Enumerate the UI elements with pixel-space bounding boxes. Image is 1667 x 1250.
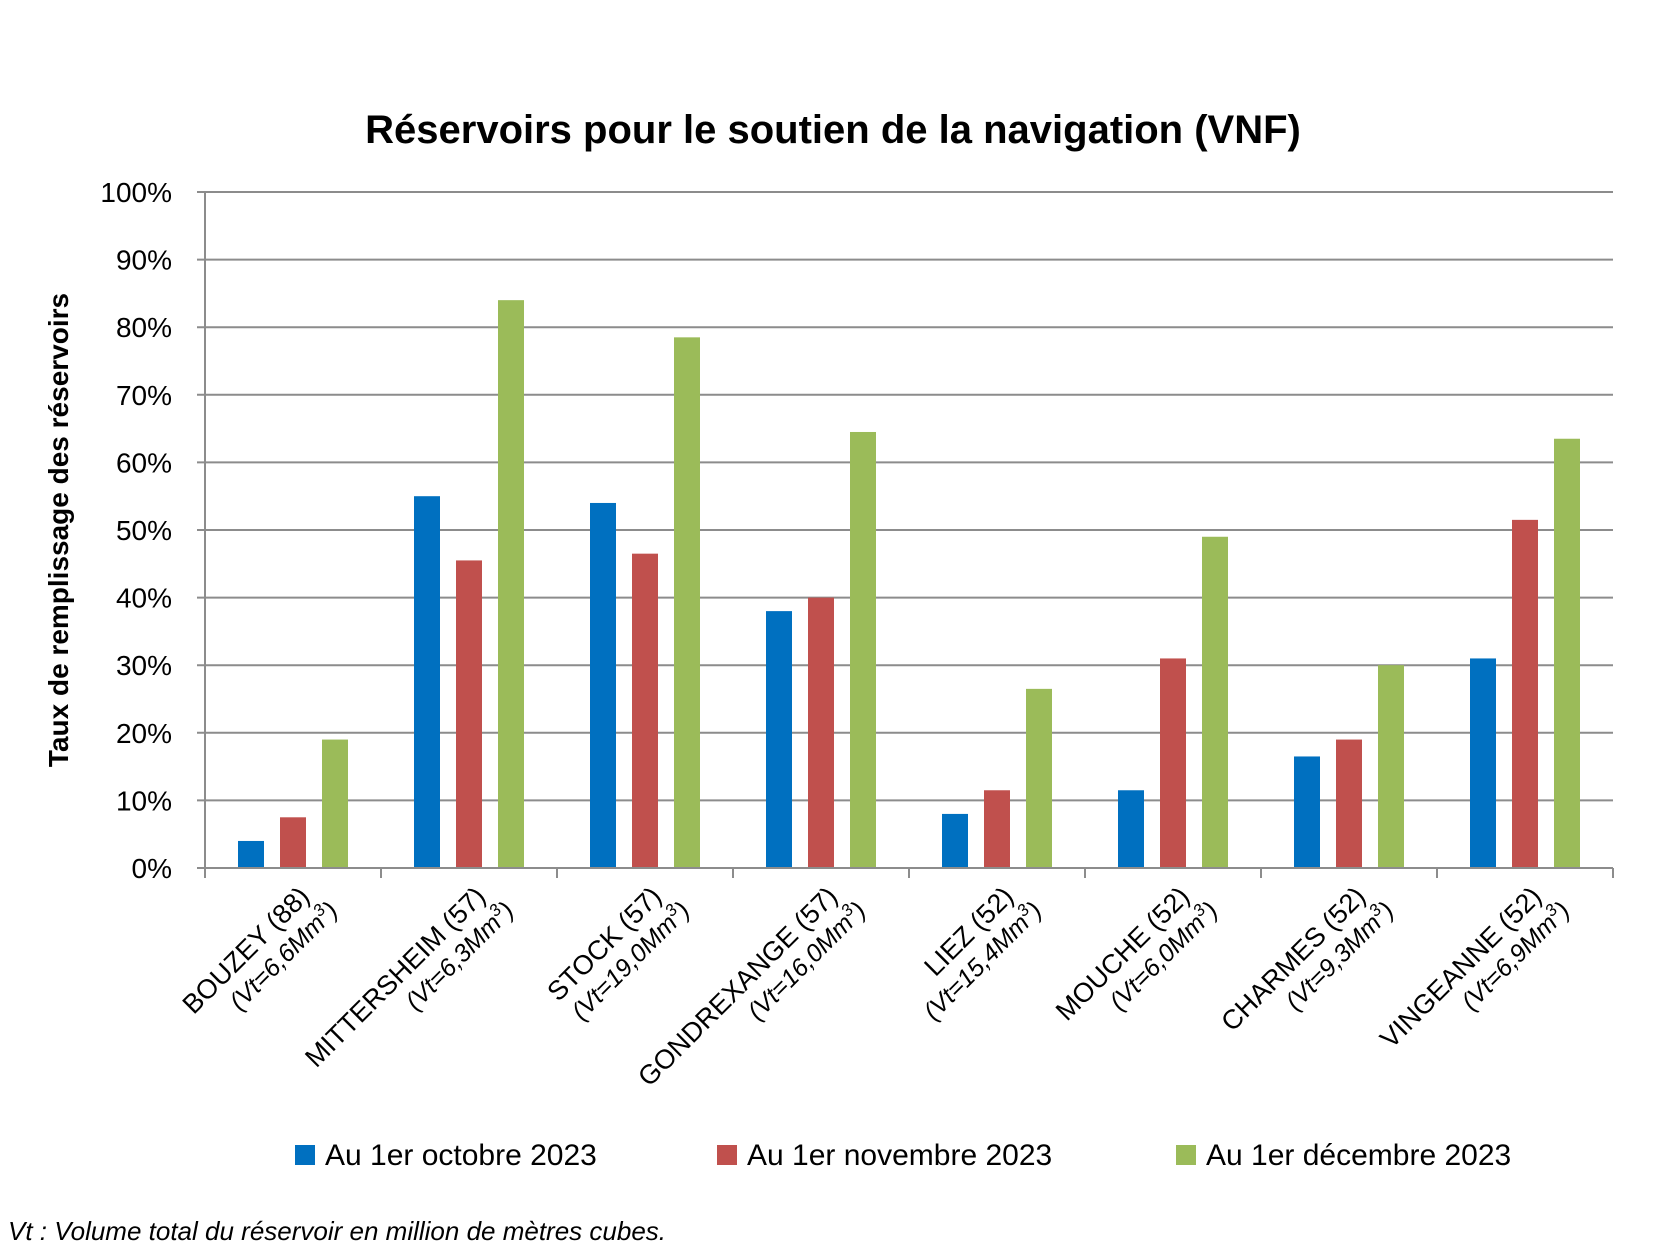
x-tick-label: MOUCHE (52)(Vt=6,0Mm3) [1050,881,1224,1026]
footnote: Vt : Volume total du réservoir en millio… [8,1216,666,1246]
chart-title: Réservoirs pour le soutien de la navigat… [365,108,1301,152]
bar [280,817,306,868]
legend-swatch [295,1145,315,1165]
y-axis-label: Taux de remplissage des réservoirs [43,293,74,767]
bar [590,502,616,868]
x-tick-label: BOUZEY (88)(Vt=6,6Mm3) [177,881,344,1020]
x-tick-label: VINGEANNE (52)(Vt=6,9Mm3) [1374,881,1575,1054]
bar [456,560,482,868]
bar [1202,536,1228,868]
x-tick-labels: BOUZEY (88)(Vt=6,6Mm3)MITTERSHEIM (57)(V… [177,881,1576,1092]
x-tick-label: CHARMES (52)(Vt=9,3Mm3) [1215,881,1399,1037]
y-tick-labels: 0% 10% 20% 30% 40% 50% 60% 70% 80% 90% 100% [100,177,172,884]
legend-swatch [1176,1145,1196,1165]
bar [238,840,264,868]
bar [1512,519,1538,868]
bar [1294,756,1320,868]
legend-swatch [717,1145,737,1165]
legend-label: Au 1er décembre 2023 [1206,1139,1511,1172]
bar [808,597,834,868]
y-tick-label: 30% [116,650,172,681]
x-tick-label: STOCK (57)(Vt=19,0Mm3) [541,881,695,1026]
bar [942,813,968,868]
bar [632,553,658,868]
y-tick-label: 100% [100,177,172,208]
bar [414,496,440,868]
bar [498,300,524,868]
y-tick-label: 80% [116,312,172,343]
bar [1378,665,1404,868]
bar [1026,688,1052,868]
x-axis [204,867,1614,878]
legend-label: Au 1er octobre 2023 [325,1139,597,1172]
bar [766,611,792,868]
legend: Au 1er octobre 2023 Au 1er novembre 2023 A… [295,1139,1511,1172]
bar [984,790,1010,868]
x-tick-label: LIEZ (52)(Vt=15,4Mm3) [918,881,1047,1026]
y-tick-label: 70% [116,380,172,411]
bar [1118,790,1144,868]
y-tick-label: 10% [116,785,172,816]
y-tick-label: 50% [116,515,172,546]
y-tick-label: 90% [116,245,172,276]
bars [238,300,1580,869]
y-tick-label: 20% [116,718,172,749]
bar [850,431,876,868]
legend-label: Au 1er novembre 2023 [747,1139,1052,1172]
bar [1160,658,1186,868]
bar [1336,739,1362,868]
y-tick-label: 0% [132,853,172,884]
y-tick-label: 60% [116,447,172,478]
bar [1554,438,1580,868]
bar [674,337,700,869]
bar [322,739,348,868]
bar [1470,658,1496,868]
y-tick-label: 40% [116,583,172,614]
